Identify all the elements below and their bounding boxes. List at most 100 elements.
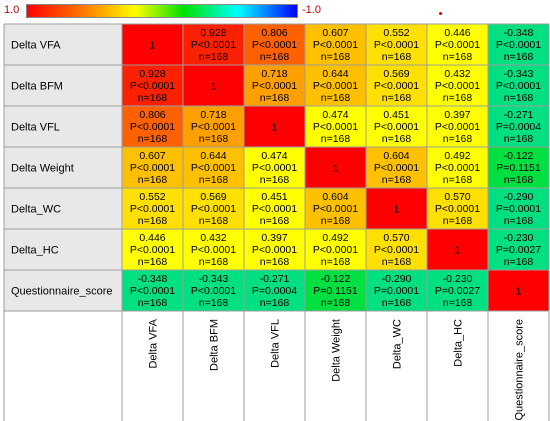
cell-p-value: P<0.0001 (130, 285, 175, 297)
cell-r-value: 0.432 (200, 232, 226, 244)
cell-r-value: 0.604 (383, 150, 409, 162)
cell-n-value: n=168 (321, 51, 351, 63)
cell-n-value: n=168 (199, 256, 229, 268)
column-label: Questionnaire_score (514, 319, 526, 421)
column-label: Delta VFL (270, 319, 282, 368)
cell-n-value: n=168 (382, 256, 412, 268)
column-label: Delta Weight (331, 319, 343, 382)
cell-r-value: 0.451 (383, 109, 409, 121)
legend-gradient-bar (26, 4, 298, 18)
cell-p-value: P<0.0001 (374, 162, 419, 174)
cell-p-value: P=0.0001 (374, 285, 419, 297)
cell-p-value: P=0.0004 (496, 121, 541, 133)
cell-n-value: n=168 (199, 297, 229, 309)
cell-p-value: P<0.0001 (130, 244, 175, 256)
heatmap-cell (366, 270, 427, 311)
row-label: Delta BFM (11, 81, 63, 93)
cell-r-value: 0.604 (322, 191, 348, 203)
heatmap-cell (122, 65, 183, 106)
cell-r-value: -0.348 (138, 273, 168, 285)
cell-p-value: P<0.0001 (130, 121, 175, 133)
cell-n-value: n=168 (504, 174, 534, 186)
cell-p-value: P<0.0001 (130, 162, 175, 174)
color-legend: 1.0 -1.0 (0, 0, 550, 24)
cell-n-value: n=168 (321, 297, 351, 309)
heatmap-cell (305, 147, 366, 188)
cell-r-value: 0.644 (200, 150, 226, 162)
heatmap-cell (366, 188, 427, 229)
cell-p-value: P<0.0001 (435, 162, 480, 174)
cell-diagonal-label: 1 (333, 163, 339, 175)
cell-n-value: n=168 (199, 51, 229, 63)
cell-r-value: -0.271 (504, 109, 534, 121)
cell-r-value: 0.492 (322, 232, 348, 244)
marker-dot (439, 12, 442, 15)
cell-p-value: P=0.1151 (496, 162, 541, 174)
column-label: Delta_WC (392, 319, 404, 369)
cell-p-value: P<0.0001 (191, 121, 236, 133)
heatmap-cell (427, 188, 488, 229)
heatmap-cell (183, 24, 244, 65)
heatmap-cell (366, 147, 427, 188)
cell-p-value: P<0.0001 (252, 39, 297, 51)
cell-r-value: 0.607 (322, 27, 348, 39)
cell-r-value: 0.607 (139, 150, 165, 162)
heatmap-cell (244, 24, 305, 65)
cell-p-value: P<0.0001 (435, 203, 480, 215)
cell-r-value: 0.718 (200, 109, 226, 121)
cell-p-value: P=0.0027 (435, 285, 480, 297)
row-label: Delta Weight (11, 163, 74, 175)
heatmap-cell (427, 147, 488, 188)
heatmap-cell (305, 270, 366, 311)
cell-p-value: P<0.0001 (191, 39, 236, 51)
cell-r-value: -0.290 (382, 273, 412, 285)
cell-diagonal-label: 1 (211, 81, 217, 93)
heatmap-cell (183, 147, 244, 188)
cell-p-value: P<0.0001 (374, 121, 419, 133)
cell-n-value: n=168 (138, 133, 168, 145)
cell-p-value: P<0.0001 (313, 244, 358, 256)
cell-n-value: n=168 (382, 92, 412, 104)
cell-n-value: n=168 (138, 215, 168, 227)
cell-n-value: n=168 (382, 174, 412, 186)
cell-r-value: 0.569 (383, 68, 409, 80)
cell-diagonal-label: 1 (516, 286, 522, 298)
cell-n-value: n=168 (382, 133, 412, 145)
cell-n-value: n=168 (504, 215, 534, 227)
cell-r-value: 0.570 (383, 232, 409, 244)
cell-r-value: 0.432 (444, 68, 470, 80)
cell-r-value: 0.806 (139, 109, 165, 121)
cell-p-value: P<0.0001 (313, 121, 358, 133)
cell-n-value: n=168 (260, 92, 290, 104)
cell-p-value: P=0.0027 (496, 244, 541, 256)
cell-r-value: 0.397 (261, 232, 287, 244)
heatmap-cell (244, 270, 305, 311)
heatmap-cell (183, 229, 244, 270)
row-label: Delta_WC (11, 204, 61, 216)
legend-min-label: 1.0 (4, 4, 20, 16)
cell-p-value: P<0.0001 (130, 80, 175, 92)
cell-n-value: n=168 (138, 174, 168, 186)
heatmap-cell (122, 188, 183, 229)
cell-r-value: 0.474 (322, 109, 348, 121)
cell-diagonal-label: 1 (272, 122, 278, 134)
cell-n-value: n=168 (321, 215, 351, 227)
cell-n-value: n=168 (504, 92, 534, 104)
cell-n-value: n=168 (443, 215, 473, 227)
cell-n-value: n=168 (382, 297, 412, 309)
heatmap-cell (244, 65, 305, 106)
cell-r-value: -0.290 (504, 191, 534, 203)
heatmap-cell (488, 147, 549, 188)
heatmap-cell (488, 229, 549, 270)
heatmap-cell (244, 229, 305, 270)
heatmap-cell (183, 188, 244, 229)
heatmap-cell (244, 188, 305, 229)
cell-r-value: -0.122 (504, 150, 534, 162)
cell-p-value: P<0.0001 (191, 285, 236, 297)
heatmap-cell (122, 229, 183, 270)
cell-r-value: 0.451 (261, 191, 287, 203)
cell-r-value: -0.343 (504, 68, 534, 80)
heatmap-cell (305, 65, 366, 106)
heatmap-cell (122, 147, 183, 188)
cell-p-value: P<0.0001 (435, 39, 480, 51)
